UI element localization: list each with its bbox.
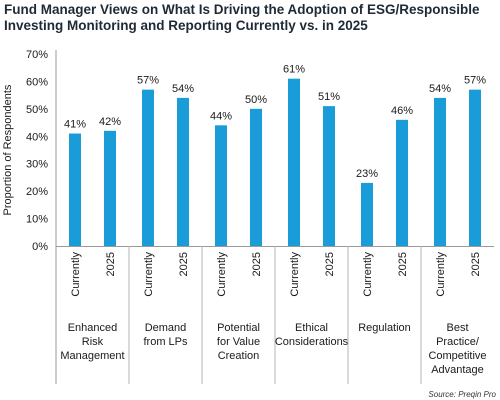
category-label: Competitive xyxy=(428,350,486,362)
data-label: 61% xyxy=(283,64,305,76)
category-label: Considerations xyxy=(275,336,349,348)
data-label: 54% xyxy=(172,83,194,95)
category-label: Demand xyxy=(145,322,187,334)
category-label: Ethical xyxy=(295,322,328,334)
data-label: 23% xyxy=(356,168,378,180)
bar xyxy=(396,119,408,246)
y-tick-label: 40% xyxy=(26,131,48,143)
x-tick-label: Currently xyxy=(362,252,374,297)
x-tick-label: Currently xyxy=(143,252,155,297)
y-tick-label: 70% xyxy=(26,49,48,61)
data-label: 50% xyxy=(245,94,267,106)
bar xyxy=(361,182,373,246)
x-tick-label: 2025 xyxy=(470,252,482,276)
x-tick-label: 2025 xyxy=(178,252,190,276)
bar xyxy=(69,133,81,246)
source-note: Source: Preqin Pro xyxy=(428,390,496,399)
x-tick-label: Currently xyxy=(70,252,82,297)
data-label: 46% xyxy=(391,105,413,117)
category-label: Potential xyxy=(217,322,260,334)
data-label: 41% xyxy=(64,119,86,131)
bar xyxy=(469,89,481,247)
category-label: Advantage xyxy=(431,364,484,376)
category-label: Risk xyxy=(82,336,104,348)
bar xyxy=(177,97,189,246)
y-tick-label: 60% xyxy=(26,76,48,88)
bar xyxy=(104,130,116,246)
data-label: 57% xyxy=(464,75,486,87)
x-tick-label: 2025 xyxy=(324,252,336,276)
y-tick-label: 50% xyxy=(26,104,48,116)
x-tick-label: Currently xyxy=(216,252,228,297)
y-tick-label: 10% xyxy=(26,214,48,226)
y-axis-title: Proportion of Respondents xyxy=(2,84,14,215)
x-tick-label: Currently xyxy=(435,252,447,297)
bar xyxy=(250,108,262,246)
data-label: 44% xyxy=(210,110,232,122)
x-tick-label: 2025 xyxy=(397,252,409,276)
data-label: 51% xyxy=(318,91,340,103)
y-tick-label: 30% xyxy=(26,159,48,171)
x-tick-label: Currently xyxy=(289,252,301,297)
data-label: 54% xyxy=(429,83,451,95)
bar xyxy=(434,97,446,246)
chart-title: Fund Manager Views on What Is Driving th… xyxy=(4,2,480,33)
category-label: Creation xyxy=(218,350,260,362)
y-tick-label: 20% xyxy=(26,186,48,198)
bar xyxy=(288,78,300,246)
data-label: 42% xyxy=(99,116,121,128)
bar xyxy=(215,125,227,246)
bar xyxy=(323,106,335,246)
category-label: Best xyxy=(446,322,468,334)
category-label: Management xyxy=(60,350,124,362)
y-tick-label: 0% xyxy=(32,241,48,253)
category-label: for Value xyxy=(217,336,260,348)
category-label: Practice/ xyxy=(436,336,480,348)
category-label: from LPs xyxy=(143,336,188,348)
category-label: Regulation xyxy=(358,322,411,334)
category-label: Enhanced xyxy=(68,322,118,334)
data-label: 57% xyxy=(137,75,159,87)
x-tick-label: 2025 xyxy=(251,252,263,276)
x-tick-label: 2025 xyxy=(105,252,117,276)
bar xyxy=(142,89,154,247)
